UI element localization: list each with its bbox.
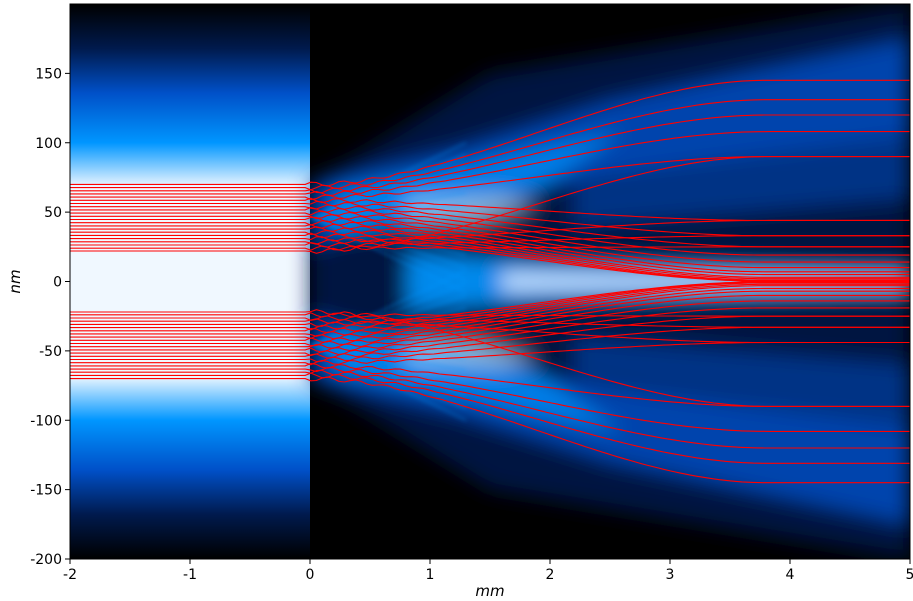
trajectory-line [70, 236, 910, 282]
plot-area [70, 4, 910, 559]
trajectory-line [70, 235, 910, 248]
trajectory-line [70, 210, 910, 263]
trajectory-line [70, 287, 910, 343]
x-tick-label: -1 [183, 567, 197, 583]
y-tick-label: -50 [39, 344, 62, 360]
x-tick-label: 2 [546, 567, 555, 583]
y-tick-label: -100 [30, 413, 62, 429]
trajectory-line [70, 290, 910, 347]
x-tick-label: -2 [63, 567, 77, 583]
lower-mid-band [574, 337, 910, 428]
trajectory-line [70, 206, 910, 256]
trajectory-line [70, 131, 910, 196]
x-tick-label: 3 [666, 567, 675, 583]
y-axis-label: nm [6, 269, 24, 293]
x-tick-label: 4 [786, 567, 795, 583]
trajectory-line [70, 282, 910, 334]
trajectory-line [70, 79, 910, 187]
trajectory-line [70, 226, 910, 280]
trajectory-line [70, 285, 910, 340]
x-tick-label: 1 [426, 567, 435, 583]
trajectory-line [70, 372, 910, 464]
y-tick-label: -150 [30, 483, 62, 499]
x-tick-label: 0 [306, 567, 315, 583]
trajectory-line [70, 223, 910, 278]
trajectory-line [70, 309, 910, 407]
trajectory-lines [70, 79, 910, 484]
trajectory-line [70, 99, 910, 191]
trajectory-line [70, 219, 910, 245]
y-tick-label: 50 [44, 205, 62, 221]
y-tick-label: -200 [30, 552, 62, 568]
trajectory-line [70, 281, 910, 327]
trajectory-line [70, 367, 910, 432]
x-axis: -2 -1 0 1 2 3 4 5 [63, 559, 913, 583]
trajectory-line [70, 220, 910, 276]
trajectory-line [70, 245, 910, 251]
trajectory-line [70, 312, 910, 318]
trajectory-line [70, 114, 910, 194]
trajectory-line [70, 369, 910, 449]
trajectory-line [70, 229, 910, 281]
trajectory-line [70, 318, 910, 344]
trajectory-line [70, 315, 910, 328]
trajectory-line [70, 307, 910, 357]
trajectory-line [70, 283, 910, 337]
y-tick-label: 0 [53, 275, 62, 291]
trajectory-line [70, 300, 910, 353]
trajectory-line [70, 156, 910, 254]
trajectory-line [70, 376, 910, 484]
x-axis-label: mm [475, 582, 504, 600]
x-tick-label: 5 [906, 567, 913, 583]
y-axis: -200 -150 -100 -50 0 50 100 150 [30, 66, 70, 568]
y-tick-label: 100 [35, 136, 62, 152]
incident-beam-region [70, 4, 310, 559]
upper-mid-band [574, 135, 910, 226]
y-tick-label: 150 [35, 66, 62, 82]
trajectory-line [70, 216, 910, 273]
